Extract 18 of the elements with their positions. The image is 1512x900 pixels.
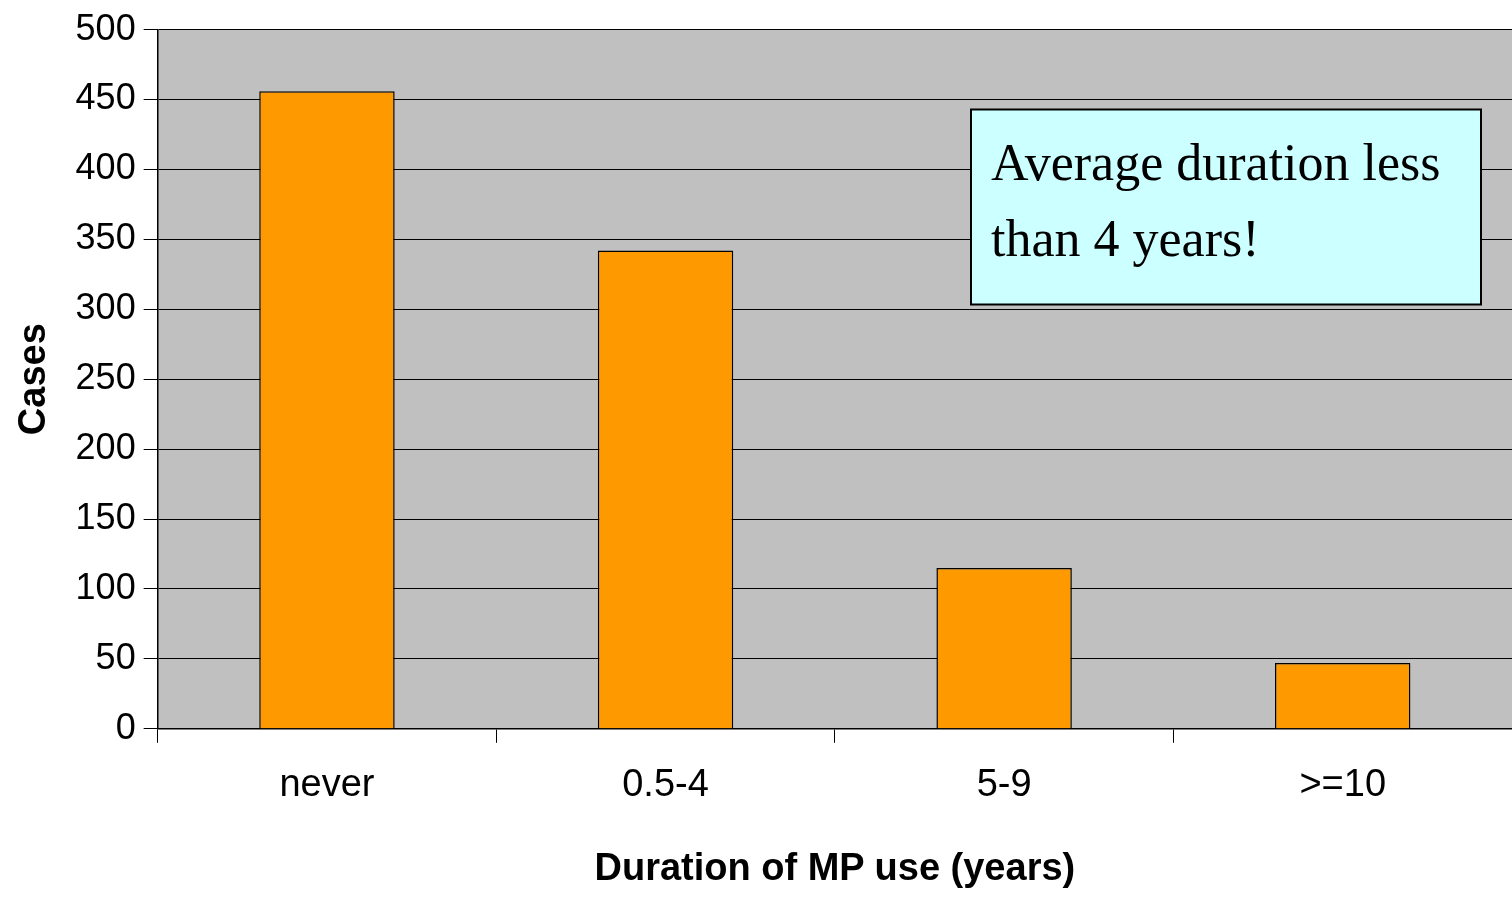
x-tick-label: never: [279, 762, 375, 805]
y-tick-label: 300: [75, 286, 136, 328]
y-tick-label: 400: [75, 146, 136, 188]
y-tick-label: 450: [75, 76, 136, 118]
x-tick-label: 0.5-4: [622, 762, 709, 805]
y-tick-label: 150: [75, 495, 136, 537]
y-tick-label: 500: [75, 6, 136, 48]
y-tick-label: 250: [75, 356, 136, 398]
y-tick-label: 350: [75, 216, 136, 258]
x-tick-label: >=10: [1299, 762, 1387, 805]
y-tick-label: 200: [75, 426, 136, 468]
annotation: Average duration less than 4 years!: [991, 133, 1441, 267]
x-tick-label: 5-9: [976, 762, 1032, 805]
x-axis-title: Duration of MP use (years): [594, 845, 1076, 888]
y-tick-label: 50: [95, 635, 136, 677]
y-tick-label: 0: [115, 705, 136, 747]
y-axis-title: Cases: [11, 323, 54, 436]
y-tick-label: 100: [75, 565, 136, 607]
